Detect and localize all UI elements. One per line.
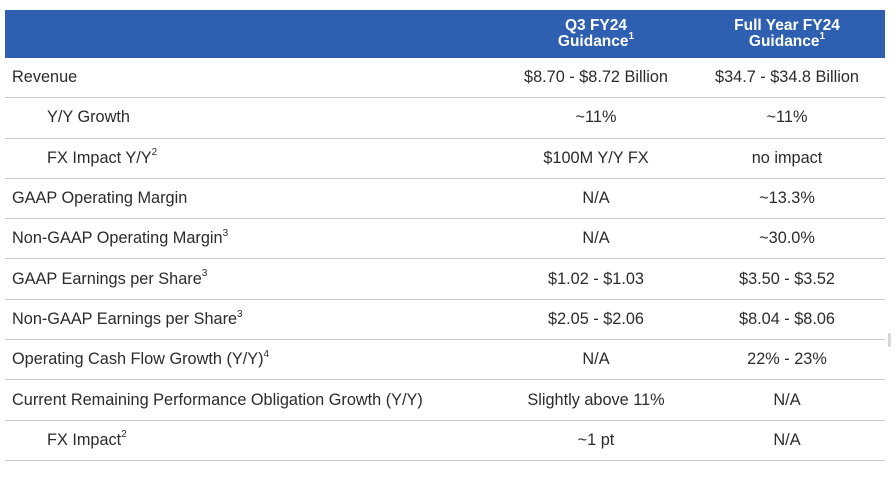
row-fy-value: N/A: [773, 430, 801, 449]
row-label-text: Current Remaining Performance Obligation…: [12, 390, 423, 409]
row-q3-value: $2.05 - $2.06: [548, 309, 644, 328]
row-label: Non-GAAP Earnings per Share3: [5, 308, 503, 329]
row-label-text: GAAP Operating Margin: [12, 189, 188, 208]
row-non-gaap-operating-margin: Non-GAAP Operating Margin3 N/A ~30.0%: [5, 219, 885, 260]
header-q3-guidance: Q3 FY24 Guidance1: [503, 10, 689, 58]
row-fy-value: no impact: [751, 148, 823, 167]
row-yy-growth: Y/Y Growth ~11% ~11%: [5, 98, 885, 139]
row-label: GAAP Operating Margin: [5, 189, 503, 208]
row-gaap-operating-margin: GAAP Operating Margin N/A ~13.3%: [5, 179, 885, 220]
row-footnote: 3: [222, 227, 229, 239]
header-q3-line2-wrap: Guidance1: [557, 30, 635, 50]
row-label-text: Revenue: [12, 68, 78, 87]
header-fy-line2-wrap: Guidance1: [748, 30, 826, 50]
row-label: Revenue: [5, 68, 503, 87]
row-q3-value: N/A: [582, 350, 610, 369]
row-footnote: 2: [151, 147, 158, 159]
header-fy-line1: Full Year FY24: [734, 17, 840, 34]
row-label: FX Impact Y/Y2: [5, 147, 503, 168]
header-q3-footnote: 1: [628, 30, 635, 42]
row-fy-value: $8.04 - $8.06: [739, 309, 835, 328]
guidance-table: Q3 FY24 Guidance1 Full Year FY24 Guidanc…: [5, 10, 885, 461]
header-q3-line2: Guidance: [557, 33, 629, 50]
row-label: Operating Cash Flow Growth (Y/Y)4: [5, 348, 503, 369]
row-revenue: Revenue $8.70 - $8.72 Billion $34.7 - $3…: [5, 58, 885, 99]
row-label-text: FX Impact: [47, 430, 122, 449]
row-q3-value: $1.02 - $1.03: [548, 269, 644, 288]
row-q3-value: $100M Y/Y FX: [543, 148, 649, 167]
row-footnote: 3: [201, 268, 208, 280]
row-fy-value: ~11%: [766, 108, 808, 127]
row-fy-value: ~13.3%: [759, 189, 815, 208]
header-fy-footnote: 1: [819, 30, 826, 42]
row-footnote: 2: [121, 429, 127, 441]
row-label: Y/Y Growth: [5, 108, 503, 127]
row-q3-value: $8.70 - $8.72 Billion: [524, 68, 668, 87]
row-fy-value: N/A: [773, 390, 801, 409]
row-label-text: GAAP Earnings per Share: [12, 269, 202, 288]
row-fx-impact-yy: FX Impact Y/Y2 $100M Y/Y FX no impact: [5, 139, 885, 179]
row-footnote: 3: [237, 308, 243, 320]
header-label-cell: [5, 10, 503, 58]
row-gaap-eps: GAAP Earnings per Share3 $1.02 - $1.03 $…: [5, 259, 885, 300]
row-label-text: FX Impact Y/Y: [47, 148, 152, 167]
row-non-gaap-eps: Non-GAAP Earnings per Share3 $2.05 - $2.…: [5, 300, 885, 341]
edge-mark: [888, 333, 891, 347]
row-q3-value: ~11%: [575, 108, 617, 127]
row-q3-value: Slightly above 11%: [527, 390, 665, 409]
row-fx-impact: FX Impact2 ~1 pt N/A: [5, 421, 885, 461]
row-label: Non-GAAP Operating Margin3: [5, 227, 503, 248]
row-operating-cash-flow-growth: Operating Cash Flow Growth (Y/Y)4 N/A 22…: [5, 340, 885, 381]
row-label: FX Impact2: [5, 429, 503, 450]
row-label: GAAP Earnings per Share3: [5, 268, 503, 289]
row-label-text: Non-GAAP Operating Margin: [12, 229, 223, 248]
row-fy-value: ~30.0%: [759, 229, 815, 248]
table-header: Q3 FY24 Guidance1 Full Year FY24 Guidanc…: [5, 10, 885, 58]
row-label-text: Y/Y Growth: [47, 108, 130, 127]
row-q3-value: N/A: [582, 189, 610, 208]
row-label-text: Non-GAAP Earnings per Share: [12, 309, 238, 328]
row-crpo-growth: Current Remaining Performance Obligation…: [5, 380, 885, 421]
row-footnote: 4: [263, 348, 270, 360]
row-q3-value: N/A: [582, 229, 610, 248]
row-fy-value: 22% - 23%: [747, 350, 827, 369]
row-q3-value: ~1 pt: [577, 430, 615, 449]
row-label: Current Remaining Performance Obligation…: [5, 391, 503, 410]
header-q3-line1: Q3 FY24: [564, 17, 628, 34]
row-fy-value: $3.50 - $3.52: [739, 269, 835, 288]
header-fy-guidance: Full Year FY24 Guidance1: [689, 10, 885, 58]
row-label-text: Operating Cash Flow Growth (Y/Y): [12, 350, 264, 369]
header-fy-line2: Guidance: [748, 33, 820, 50]
row-fy-value: $34.7 - $34.8 Billion: [715, 68, 859, 87]
